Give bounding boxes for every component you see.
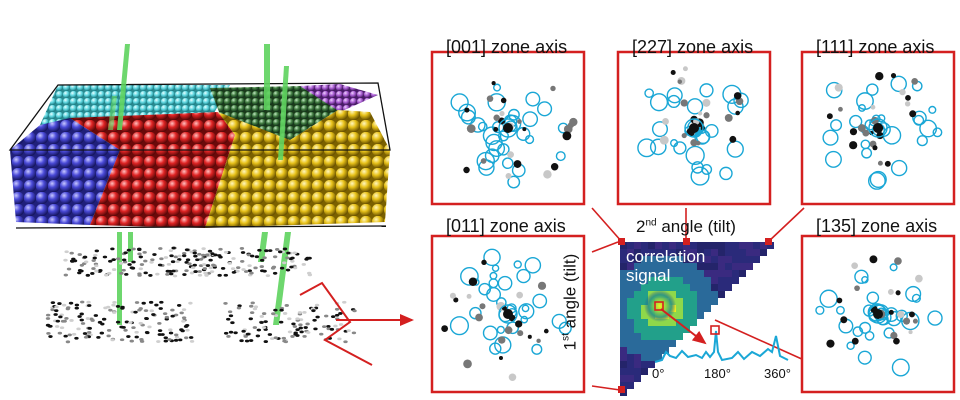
peak-arrow <box>660 308 707 345</box>
zone-axis-label-135: [135] zone axis <box>816 216 938 236</box>
zone-axis-label-001: [001] zone axis <box>446 37 568 57</box>
crystal-block-illustration <box>8 82 391 229</box>
first-angle-label: 1st angle (tilt) <box>560 253 580 351</box>
electron-beams <box>108 44 291 325</box>
grain-purple <box>300 84 378 112</box>
grain-yellow <box>205 110 390 228</box>
signal-tick-0: 0° <box>652 366 665 381</box>
zone-axis-pattern-3 <box>430 234 586 394</box>
zone-axis-pattern-4 <box>800 234 956 394</box>
zone-axis-label-011: [011] zone axis <box>446 216 566 236</box>
signal-tick-360: 360° <box>764 366 791 381</box>
second-angle-label: 2nd angle (tilt) <box>636 217 736 236</box>
diffraction-patterns-below <box>45 246 357 344</box>
zone-axis-pattern-0 <box>430 50 586 206</box>
zone-axis-pattern-2 <box>800 50 956 206</box>
block-bottom-outline <box>15 225 387 229</box>
selection-arrow <box>299 281 414 366</box>
zone-axis-pattern-1 <box>616 50 772 206</box>
correlation-signal-trace <box>654 330 789 363</box>
grain-blue <box>10 118 120 225</box>
correlation-heatmap <box>620 242 774 396</box>
block-top-outline <box>8 82 391 151</box>
heatmap-markers <box>618 238 772 393</box>
grain-red <box>70 112 235 228</box>
zone-axis-label-111: [111] zone axis <box>816 37 935 57</box>
panel-connectors <box>591 207 805 391</box>
correlation-signal-label: correlation signal <box>626 247 706 285</box>
peak-marker <box>654 301 664 311</box>
signal-peak-marker <box>710 325 720 335</box>
signal-tick-180: 180° <box>704 366 731 381</box>
zone-axis-label-227: [227] zone axis <box>632 37 754 57</box>
grain-green <box>210 86 338 140</box>
